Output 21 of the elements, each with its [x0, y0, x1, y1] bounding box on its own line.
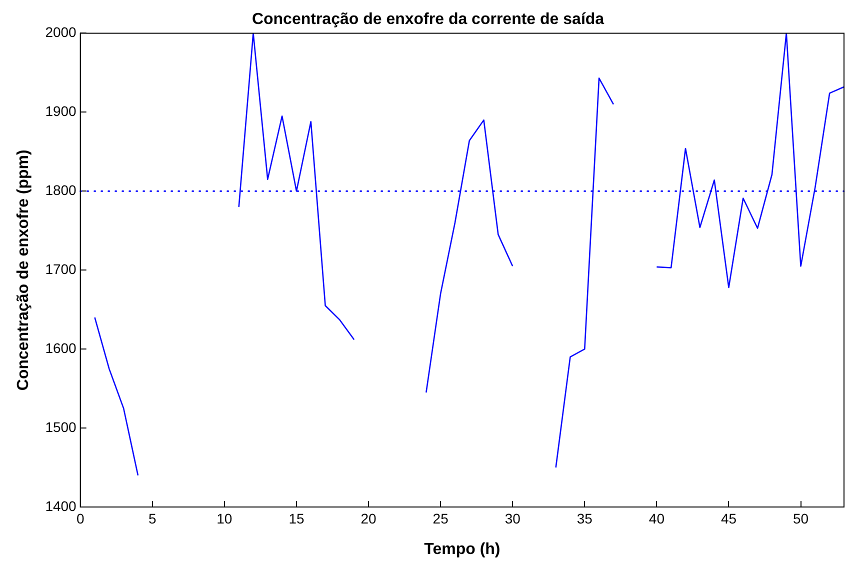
y-tick-label: 2000	[45, 24, 77, 40]
y-axis-title: Concentração de enxofre (ppm)	[15, 150, 32, 391]
y-tick-label: 1900	[45, 103, 77, 120]
x-tick-label: 50	[792, 510, 809, 526]
x-axis-title: Tempo (h)	[424, 540, 500, 558]
x-tick-label: 45	[720, 510, 737, 526]
x-tick-label: 0	[76, 510, 84, 526]
y-tick-label: 1700	[45, 260, 77, 277]
x-tick-label: 20	[360, 510, 377, 526]
x-tick-label: 15	[288, 510, 304, 526]
y-tick-label: 1600	[45, 340, 77, 356]
x-tick-label: 35	[576, 510, 593, 526]
x-tick-label: 40	[648, 510, 665, 526]
y-tick-label: 1500	[45, 418, 77, 435]
y-tick-label: 1400	[45, 498, 77, 514]
x-tick-label: 30	[504, 510, 521, 526]
x-tick-label: 5	[148, 510, 156, 526]
x-tick-label: 25	[432, 510, 449, 526]
y-tick-label: 1800	[45, 182, 77, 198]
x-tick-label: 10	[216, 510, 232, 526]
chart-title: Concentração de enxofre da corrente de saída	[252, 11, 604, 28]
